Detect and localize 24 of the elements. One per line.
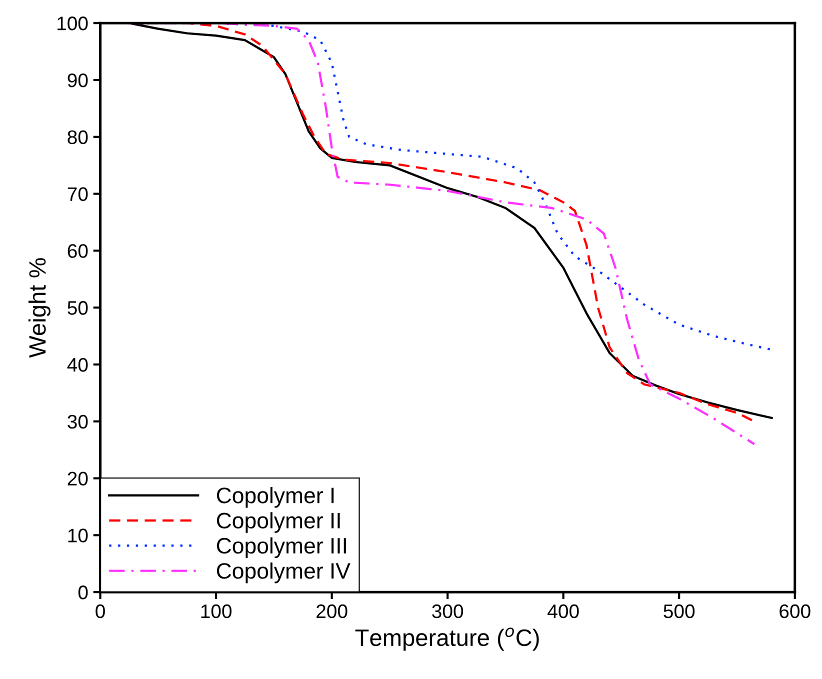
y-tick-label: 100	[58, 16, 88, 30]
x-tick-label: 300	[432, 604, 464, 618]
x-tick-label: 0	[96, 604, 105, 618]
y-tick-label: 90	[68, 73, 88, 88]
legend-label: Copolymer I	[216, 487, 334, 508]
x-tick-label: 400	[548, 604, 579, 618]
y-tick-label: 50	[68, 301, 88, 315]
y-tick-label: 0	[78, 586, 88, 600]
y-tick-label: 30	[68, 414, 88, 429]
y-tick-label: 70	[68, 187, 88, 202]
x-tick-label: 200	[316, 604, 348, 618]
y-tick-label: 20	[68, 472, 88, 486]
y-tick-label: 40	[67, 358, 88, 372]
x-axis-title: Temperature ($^{o}$C)	[355, 628, 539, 651]
legend-label: Copolymer III	[216, 537, 346, 558]
legend-label: Copolymer IV	[216, 562, 350, 584]
x-tick-label: 600	[780, 604, 810, 618]
y-tick-label: 80	[68, 130, 88, 144]
y-tick-label: 60	[68, 244, 88, 258]
x-tick-label: 500	[664, 604, 695, 618]
x-tick-label: 100	[201, 604, 232, 618]
legend-label: Copolymer II	[216, 512, 340, 533]
y-tick-label: 10	[68, 528, 88, 542]
y-axis-title: Weight %	[28, 258, 50, 358]
